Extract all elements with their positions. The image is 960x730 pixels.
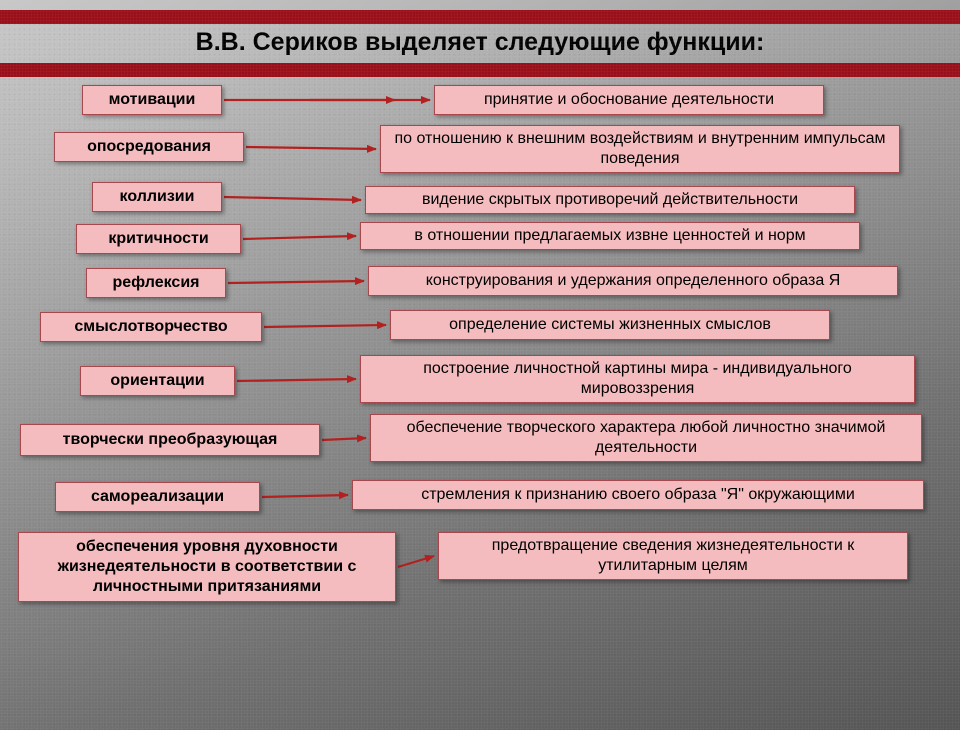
arrow [246,147,376,149]
function-name-box: рефлексия [86,268,226,298]
function-name-box: обеспечения уровня духовности жизнедеяте… [18,532,396,602]
title-block: В.В. Сериков выделяет следующие функции: [0,10,960,77]
function-desc-box: принятие и обоснование деятельности [434,85,824,115]
function-desc-box: обеспечение творческого характера любой … [370,414,922,462]
arrow [262,495,348,497]
arrow [398,556,434,567]
arrow [228,281,364,283]
function-desc-box: стремления к признанию своего образа "Я"… [352,480,924,510]
function-name-box: самореализации [55,482,260,512]
function-desc-box: построение личностной картины мира - инд… [360,355,915,403]
function-name-box: ориентации [80,366,235,396]
function-name-box: коллизии [92,182,222,212]
function-name-box: опосредования [54,132,244,162]
function-name-box: творчески преобразующая [20,424,320,456]
function-desc-box: определение системы жизненных смыслов [390,310,830,340]
function-desc-box: в отношении предлагаемых извне ценностей… [360,222,860,250]
arrow [243,236,356,239]
arrow [237,379,356,381]
function-name-box: критичности [76,224,241,254]
arrow [322,438,366,440]
title-bar-bottom [0,63,960,77]
function-desc-box: предотвращение сведения жизнедеятельност… [438,532,908,580]
title-bar-top [0,10,960,24]
function-desc-box: видение скрытых противоречий действитель… [365,186,855,214]
page-title: В.В. Сериков выделяет следующие функции: [0,24,960,63]
function-name-box: мотивации [82,85,222,115]
function-desc-box: по отношению к внешним воздействиям и вн… [380,125,900,173]
function-name-box: смыслотворчество [40,312,262,342]
arrow [264,325,386,327]
arrow [224,197,361,200]
function-desc-box: конструирования и удержания определенног… [368,266,898,296]
